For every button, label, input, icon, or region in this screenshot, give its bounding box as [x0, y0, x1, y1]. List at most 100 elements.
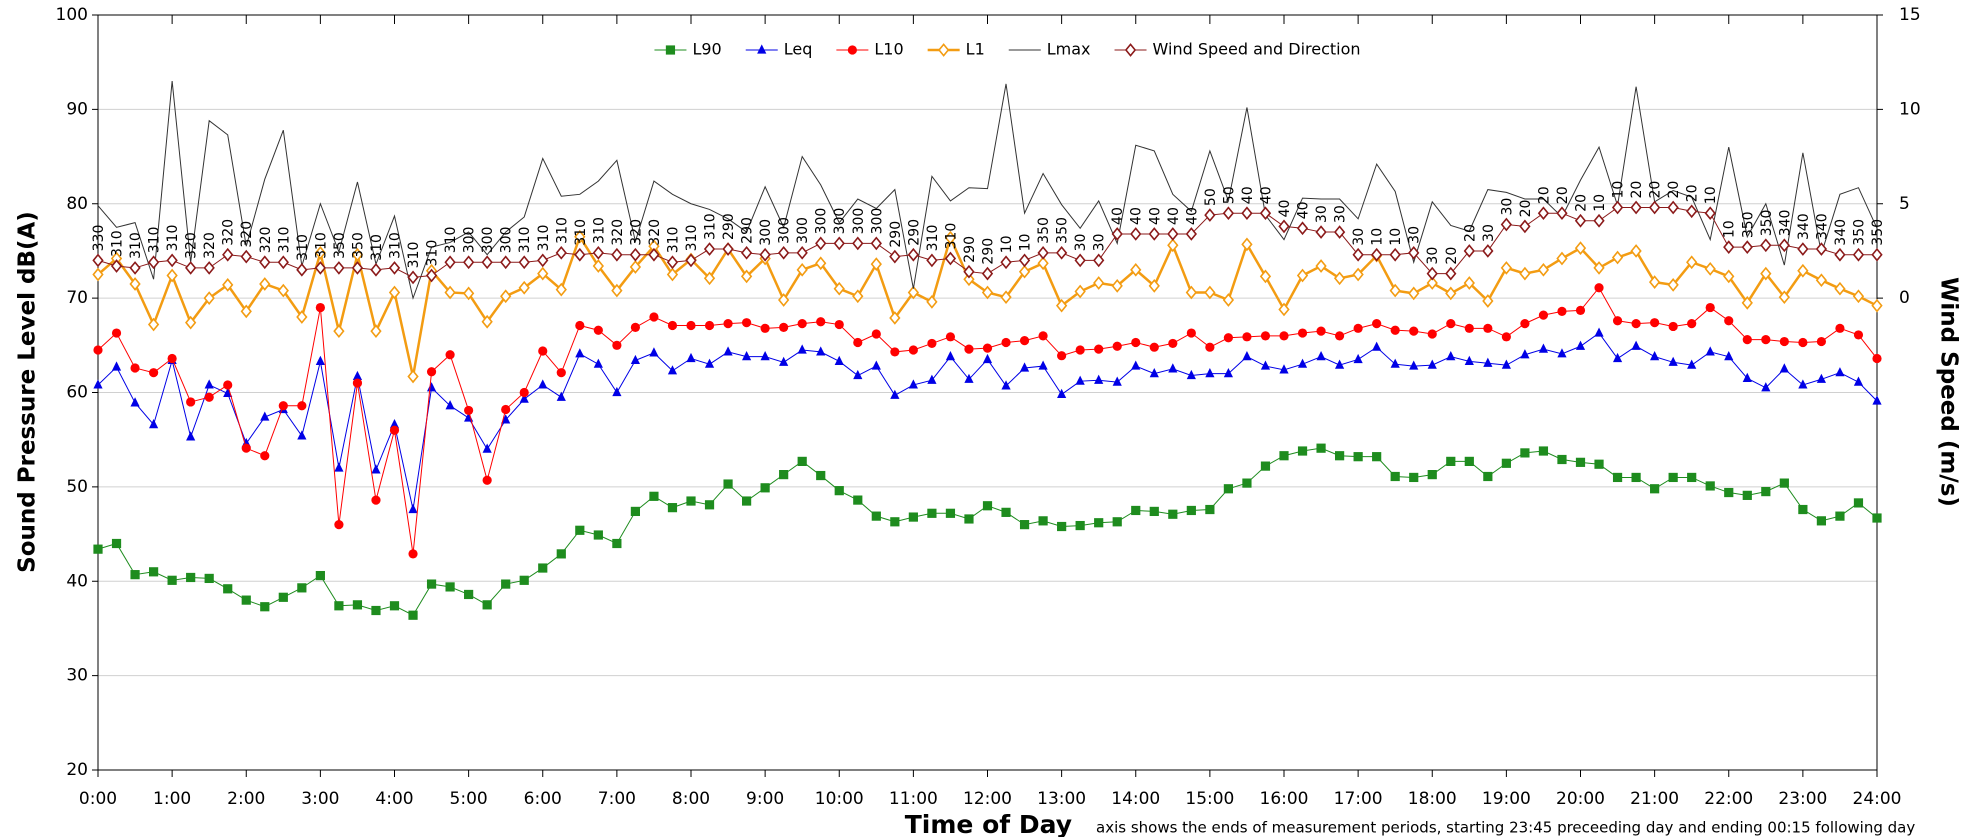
- marker: [1260, 331, 1271, 341]
- marker: [611, 247, 623, 262]
- legend-item: L1: [927, 40, 985, 59]
- marker: [1001, 337, 1011, 348]
- marker: [166, 268, 178, 283]
- marker: [1724, 487, 1734, 498]
- marker: [464, 589, 474, 600]
- marker: [704, 320, 715, 331]
- marker: [871, 329, 881, 339]
- marker: [1798, 337, 1808, 348]
- marker: [938, 43, 950, 57]
- marker: [223, 387, 233, 398]
- marker: [630, 506, 641, 517]
- marker: [388, 261, 401, 275]
- x-tick-label: 16:00: [1260, 789, 1309, 809]
- direction-label: 20: [1666, 181, 1682, 199]
- direction-label: 20: [1574, 194, 1590, 212]
- marker: [741, 318, 752, 328]
- marker: [186, 572, 196, 583]
- marker: [870, 236, 882, 251]
- marker: [926, 253, 938, 268]
- marker: [501, 579, 511, 589]
- direction-label: 310: [276, 227, 292, 254]
- direction-label: 40: [1129, 207, 1145, 225]
- marker: [816, 317, 826, 327]
- y2-axis-title: Wind Speed (m/s): [1936, 277, 1962, 507]
- direction-label: 350: [1851, 219, 1867, 246]
- y-tick-label: 20: [66, 760, 88, 780]
- x-tick-label: 23:00: [1778, 789, 1827, 809]
- direction-label: 340: [1777, 210, 1793, 237]
- marker: [314, 245, 327, 260]
- marker: [1648, 200, 1661, 215]
- y2-tick-label: 15: [1899, 5, 1921, 25]
- direction-label: 20: [1518, 200, 1534, 218]
- direction-label: 320: [221, 219, 237, 246]
- marker: [1427, 329, 1437, 339]
- marker: [574, 247, 586, 262]
- marker: [740, 245, 753, 260]
- marker: [815, 256, 827, 271]
- x-tick-label: 2:00: [227, 789, 265, 809]
- marker: [1057, 351, 1067, 361]
- marker: [575, 525, 585, 535]
- marker: [408, 610, 418, 620]
- marker: [1038, 360, 1048, 370]
- direction-label: 310: [313, 232, 329, 259]
- marker: [111, 538, 122, 549]
- marker: [685, 253, 697, 268]
- marker: [907, 247, 920, 262]
- marker: [408, 549, 418, 559]
- marker: [129, 261, 141, 275]
- marker: [797, 344, 807, 354]
- marker: [1537, 206, 1550, 221]
- marker: [351, 247, 364, 262]
- y-axis-title: Sound Pressure Level dB(A): [15, 211, 41, 573]
- x-tick-label: 21:00: [1630, 789, 1679, 809]
- direction-label: 20: [1629, 181, 1645, 199]
- marker: [1001, 380, 1011, 390]
- direction-label: 320: [647, 219, 663, 246]
- marker: [1482, 294, 1494, 308]
- direction-label: 20: [1555, 186, 1571, 204]
- marker: [1575, 340, 1586, 350]
- marker: [740, 269, 753, 284]
- direction-label: 20: [1648, 181, 1664, 199]
- direction-label: 350: [1759, 210, 1775, 237]
- marker: [241, 443, 251, 453]
- direction-label: 310: [295, 234, 311, 261]
- marker: [1612, 316, 1623, 326]
- marker: [1333, 271, 1346, 286]
- marker: [445, 350, 455, 360]
- marker: [870, 257, 882, 272]
- direction-label: 290: [981, 238, 997, 265]
- marker: [1372, 341, 1382, 351]
- direction-label: 10: [1018, 234, 1034, 252]
- marker: [945, 351, 956, 361]
- marker: [297, 401, 307, 411]
- marker: [1872, 513, 1882, 523]
- marker: [667, 365, 678, 375]
- marker: [481, 314, 493, 329]
- marker: [482, 600, 492, 610]
- legend-item: Leq: [745, 40, 812, 59]
- x-tick-label: 9:00: [746, 789, 784, 809]
- marker: [871, 511, 881, 521]
- direction-label: 290: [721, 213, 737, 240]
- marker: [1483, 323, 1493, 333]
- direction-label: 310: [591, 217, 607, 244]
- marker: [1667, 200, 1679, 215]
- marker: [334, 462, 344, 472]
- marker: [482, 443, 492, 453]
- y-tick-label: 100: [56, 5, 88, 25]
- direction-label: 340: [1814, 213, 1830, 240]
- marker: [1316, 326, 1326, 336]
- marker: [1409, 472, 1419, 483]
- marker: [1389, 247, 1401, 262]
- marker: [1501, 458, 1511, 468]
- marker: [1222, 206, 1235, 221]
- marker: [1409, 360, 1419, 370]
- x-tick-label: 4:00: [375, 789, 413, 809]
- marker: [704, 358, 715, 368]
- marker: [518, 255, 530, 270]
- legend-label: Lmax: [1047, 40, 1091, 59]
